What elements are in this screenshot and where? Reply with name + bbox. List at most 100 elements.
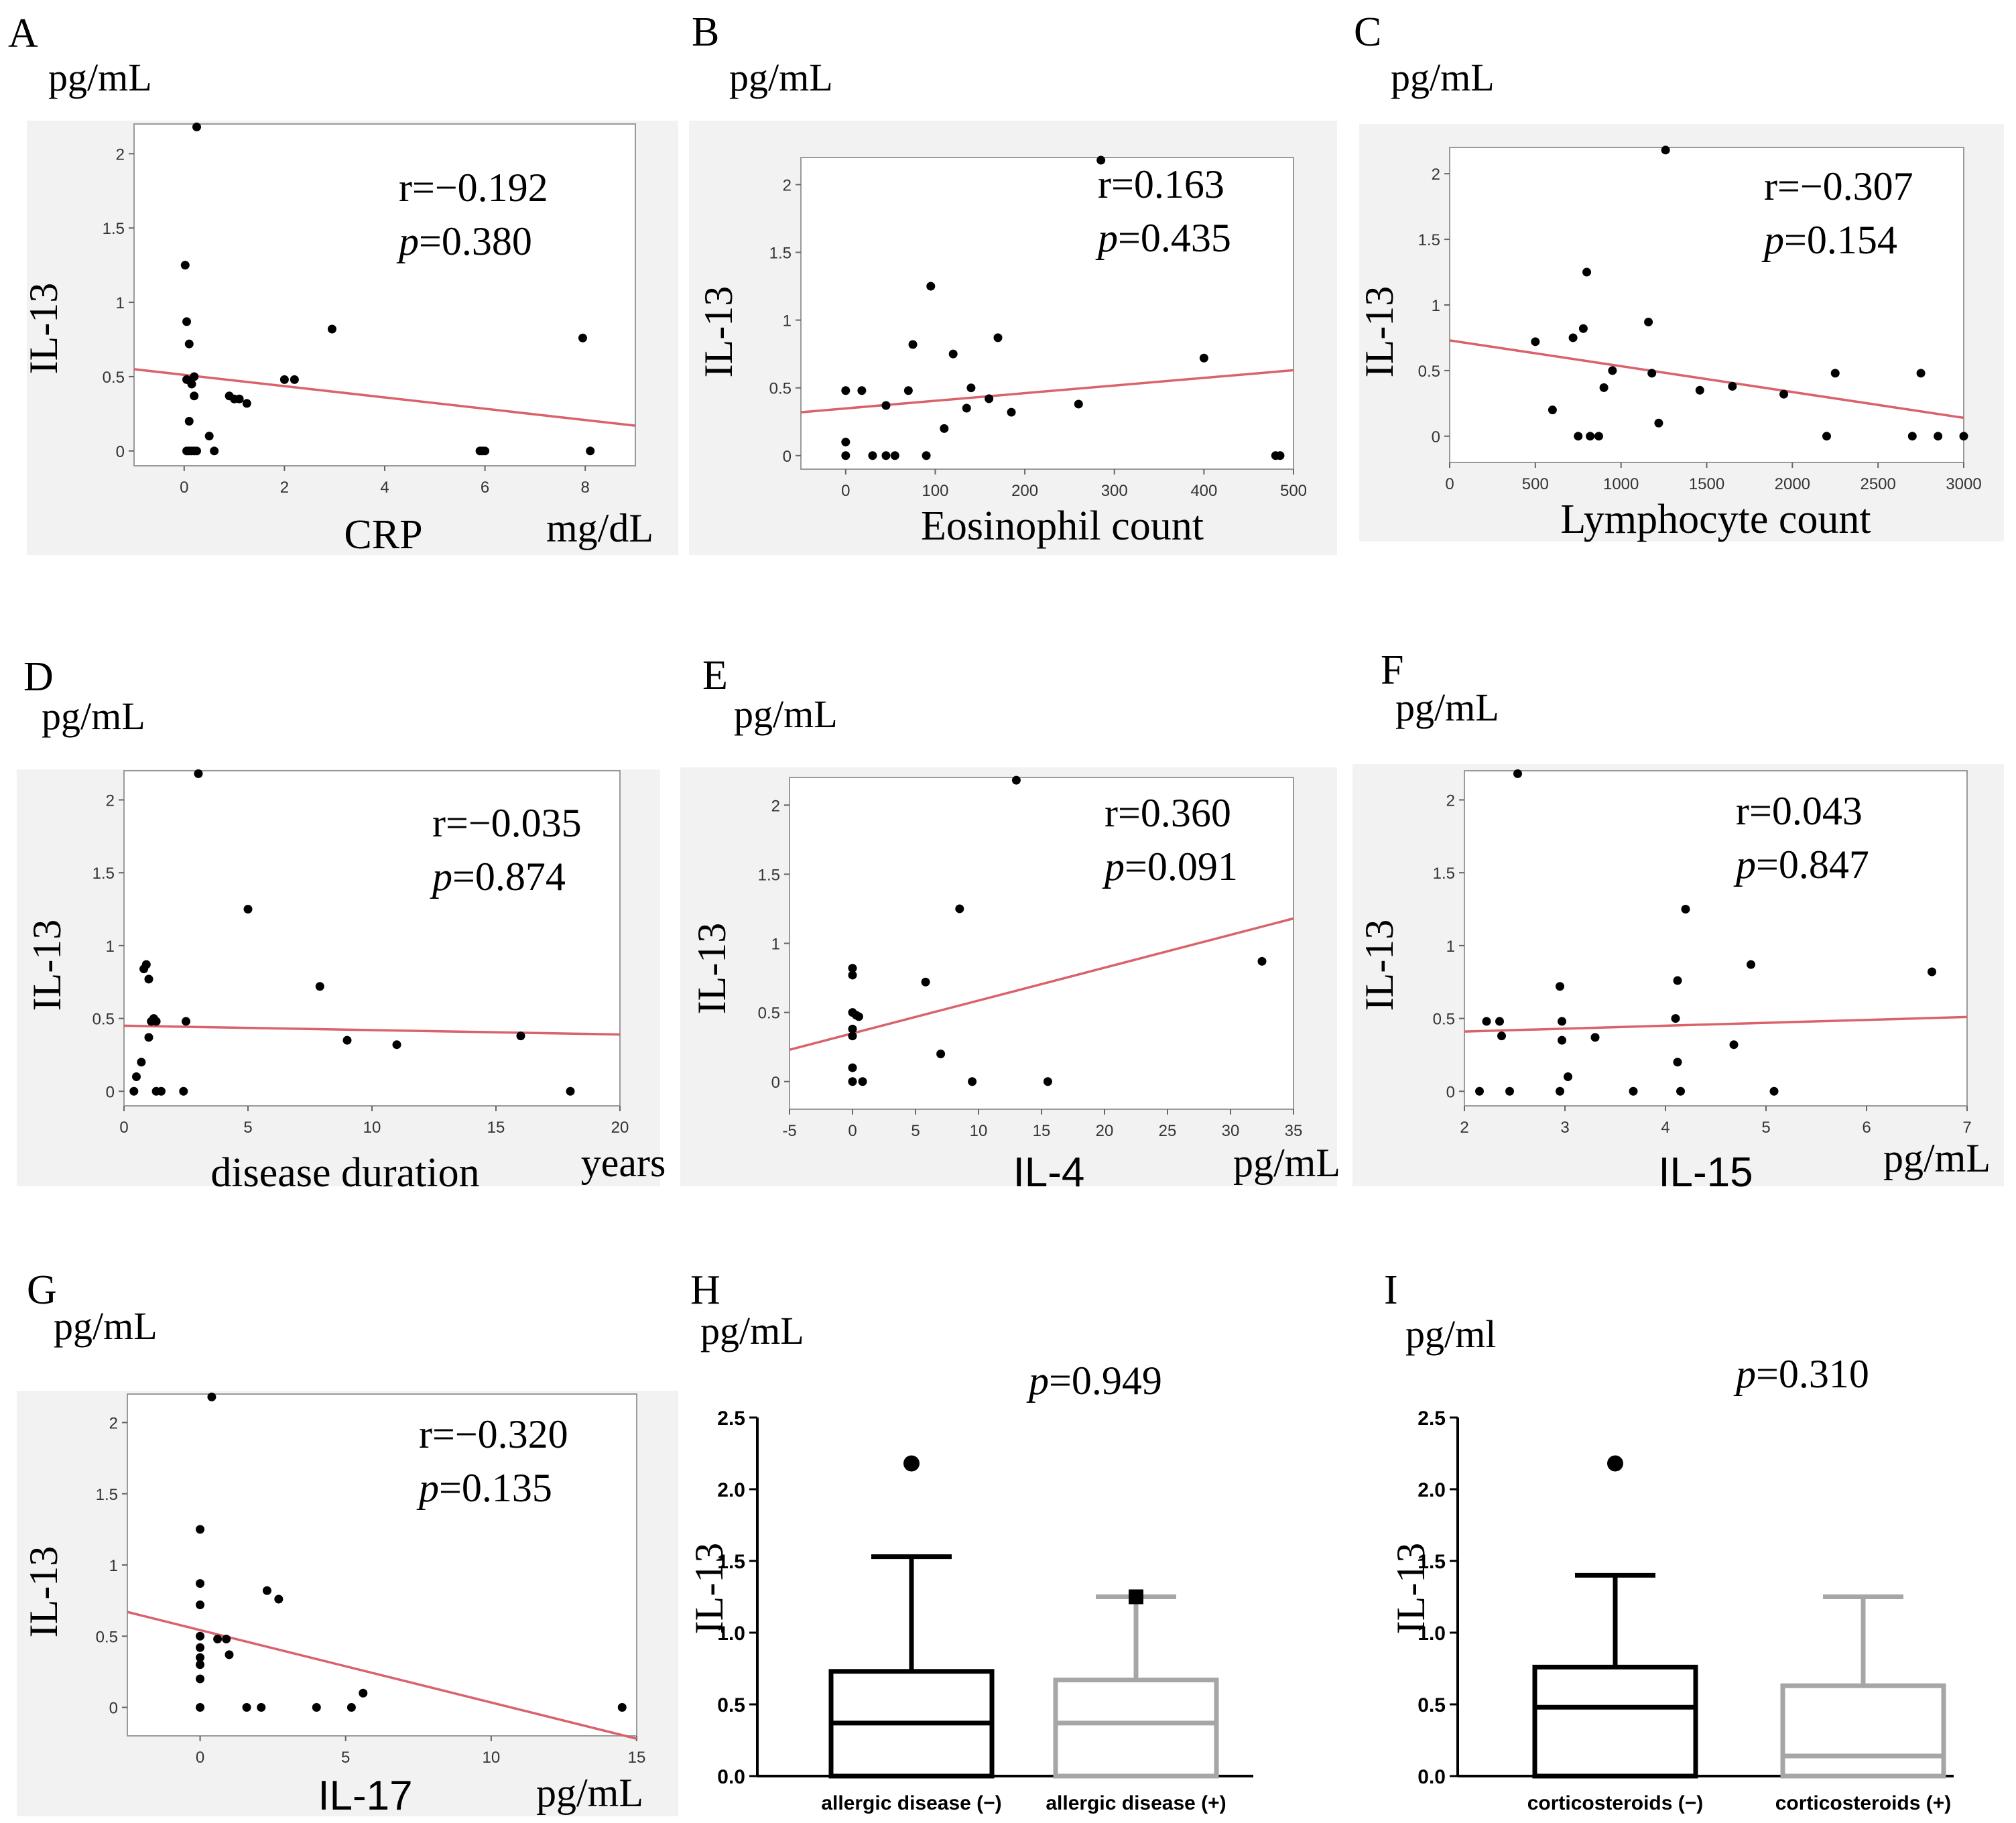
- x-tick-label: 10: [483, 1749, 501, 1767]
- p-value: =0.380: [419, 219, 532, 263]
- y-tick-label: 0.0: [717, 1766, 745, 1788]
- data-point: [196, 1653, 205, 1662]
- p-value: =0.091: [1125, 844, 1238, 889]
- x-tick-label: 500: [1280, 482, 1307, 500]
- data-point: [182, 1017, 190, 1026]
- data-point: [1928, 967, 1936, 977]
- y-tick-label: 2.5: [717, 1407, 745, 1430]
- y-axis-label: IL-13: [1389, 1543, 1433, 1635]
- data-point: [1916, 369, 1926, 378]
- x-tick-label: 4: [380, 479, 389, 497]
- x-tick-label: 7: [1962, 1119, 1971, 1137]
- data-point: [359, 1688, 368, 1698]
- data-point: [182, 317, 192, 326]
- data-point: [578, 333, 587, 342]
- data-point: [210, 446, 219, 456]
- y-tick-label: 2: [1446, 792, 1455, 810]
- data-point: [262, 1586, 271, 1595]
- data-point: [207, 1392, 216, 1401]
- y-tick-label: 2.0: [1418, 1479, 1446, 1501]
- y-tick-label: 1: [771, 936, 780, 954]
- p-symbol: p: [1026, 1359, 1049, 1403]
- box-iqr: [1780, 1683, 1946, 1779]
- data-point: [187, 379, 196, 389]
- x-tick-label: 2: [280, 479, 289, 497]
- data-point: [194, 769, 203, 778]
- y-tick-label: 0: [109, 1700, 118, 1718]
- panel-letter: C: [1354, 9, 1381, 55]
- r-coefficient: r=−0.035: [432, 801, 582, 845]
- x-tick-label: 2000: [1775, 475, 1810, 493]
- x-tick-label: 10: [363, 1119, 381, 1137]
- panel-G-plot-area: [127, 1393, 637, 1737]
- data-point: [962, 403, 971, 413]
- y-tick-label: 1.5: [92, 865, 115, 883]
- x-tick-label: 1500: [1689, 475, 1724, 493]
- y-axis-label: IL-13: [690, 923, 734, 1015]
- y-tick-label: 1: [109, 1557, 118, 1575]
- data-point: [841, 451, 850, 460]
- data-point: [1654, 418, 1663, 428]
- x-tick-label: 15: [628, 1749, 646, 1767]
- r-coefficient: r=−0.307: [1764, 164, 1913, 208]
- data-point: [858, 1077, 867, 1086]
- p-value-text: p=0.949: [1026, 1359, 1162, 1403]
- x-unit-label: pg/mL: [1883, 1136, 1991, 1180]
- p-value: =0.154: [1784, 218, 1897, 262]
- x-tick-label: 20: [611, 1119, 629, 1137]
- data-point: [868, 451, 877, 460]
- panel-letter: E: [702, 653, 728, 698]
- x-tick-label: 4: [1661, 1119, 1670, 1137]
- x-tick-label: 5: [341, 1749, 350, 1767]
- group-label: corticosteroids (+): [1775, 1792, 1952, 1814]
- data-point: [204, 432, 214, 441]
- y-tick-label: 1: [1446, 938, 1455, 956]
- x-tick-label: 0: [1445, 475, 1454, 493]
- data-point: [1695, 385, 1704, 395]
- y-tick-label: 1.5: [1418, 231, 1440, 249]
- data-point: [1629, 1086, 1638, 1096]
- data-point: [1671, 1014, 1680, 1023]
- y-unit-label: pg/mL: [1391, 56, 1495, 99]
- x-tick-label: 5: [243, 1119, 252, 1137]
- data-point: [144, 1033, 153, 1042]
- data-point: [132, 1072, 141, 1082]
- data-point: [1673, 976, 1682, 985]
- data-point: [213, 1635, 223, 1643]
- data-point: [1590, 1033, 1600, 1042]
- x-tick-label: 15: [1033, 1122, 1051, 1140]
- data-point: [225, 1650, 234, 1659]
- data-point: [190, 372, 199, 381]
- data-point: [196, 1631, 205, 1641]
- y-unit-label: pg/mL: [54, 1304, 158, 1348]
- x-tick-label: 8: [581, 479, 590, 497]
- r-coefficient: r=0.043: [1736, 789, 1863, 833]
- y-tick-label: 1.5: [103, 220, 125, 238]
- x-tick-label: 500: [1522, 475, 1549, 493]
- x-tick-label: 0: [119, 1119, 128, 1137]
- panel-A-plot-area: [133, 123, 636, 466]
- x-unit-label: years: [581, 1141, 666, 1185]
- data-point: [857, 386, 867, 395]
- y-tick-label: 0.5: [103, 369, 125, 387]
- data-point: [196, 1643, 205, 1652]
- p-value: =0.435: [1118, 216, 1231, 260]
- y-axis-label: IL-13: [21, 283, 66, 375]
- data-point: [1568, 333, 1578, 342]
- data-point: [151, 1017, 161, 1026]
- data-point: [327, 324, 336, 334]
- y-tick-label: 0: [116, 443, 125, 461]
- panel-C-plot-area: [1449, 147, 1964, 463]
- data-point: [141, 960, 151, 969]
- y-tick-label: 1: [783, 312, 792, 330]
- x-axis-label: CRP: [344, 512, 422, 558]
- y-tick-label: 1.5: [1433, 865, 1455, 883]
- x-tick-label: 3000: [1946, 475, 1981, 493]
- data-point: [922, 451, 931, 460]
- data-point: [290, 375, 299, 384]
- p-value-text: p=0.380: [396, 219, 532, 263]
- data-point: [1558, 1035, 1566, 1045]
- box-iqr: [1053, 1678, 1219, 1779]
- data-point: [1558, 1017, 1566, 1026]
- p-value: =0.135: [439, 1466, 552, 1510]
